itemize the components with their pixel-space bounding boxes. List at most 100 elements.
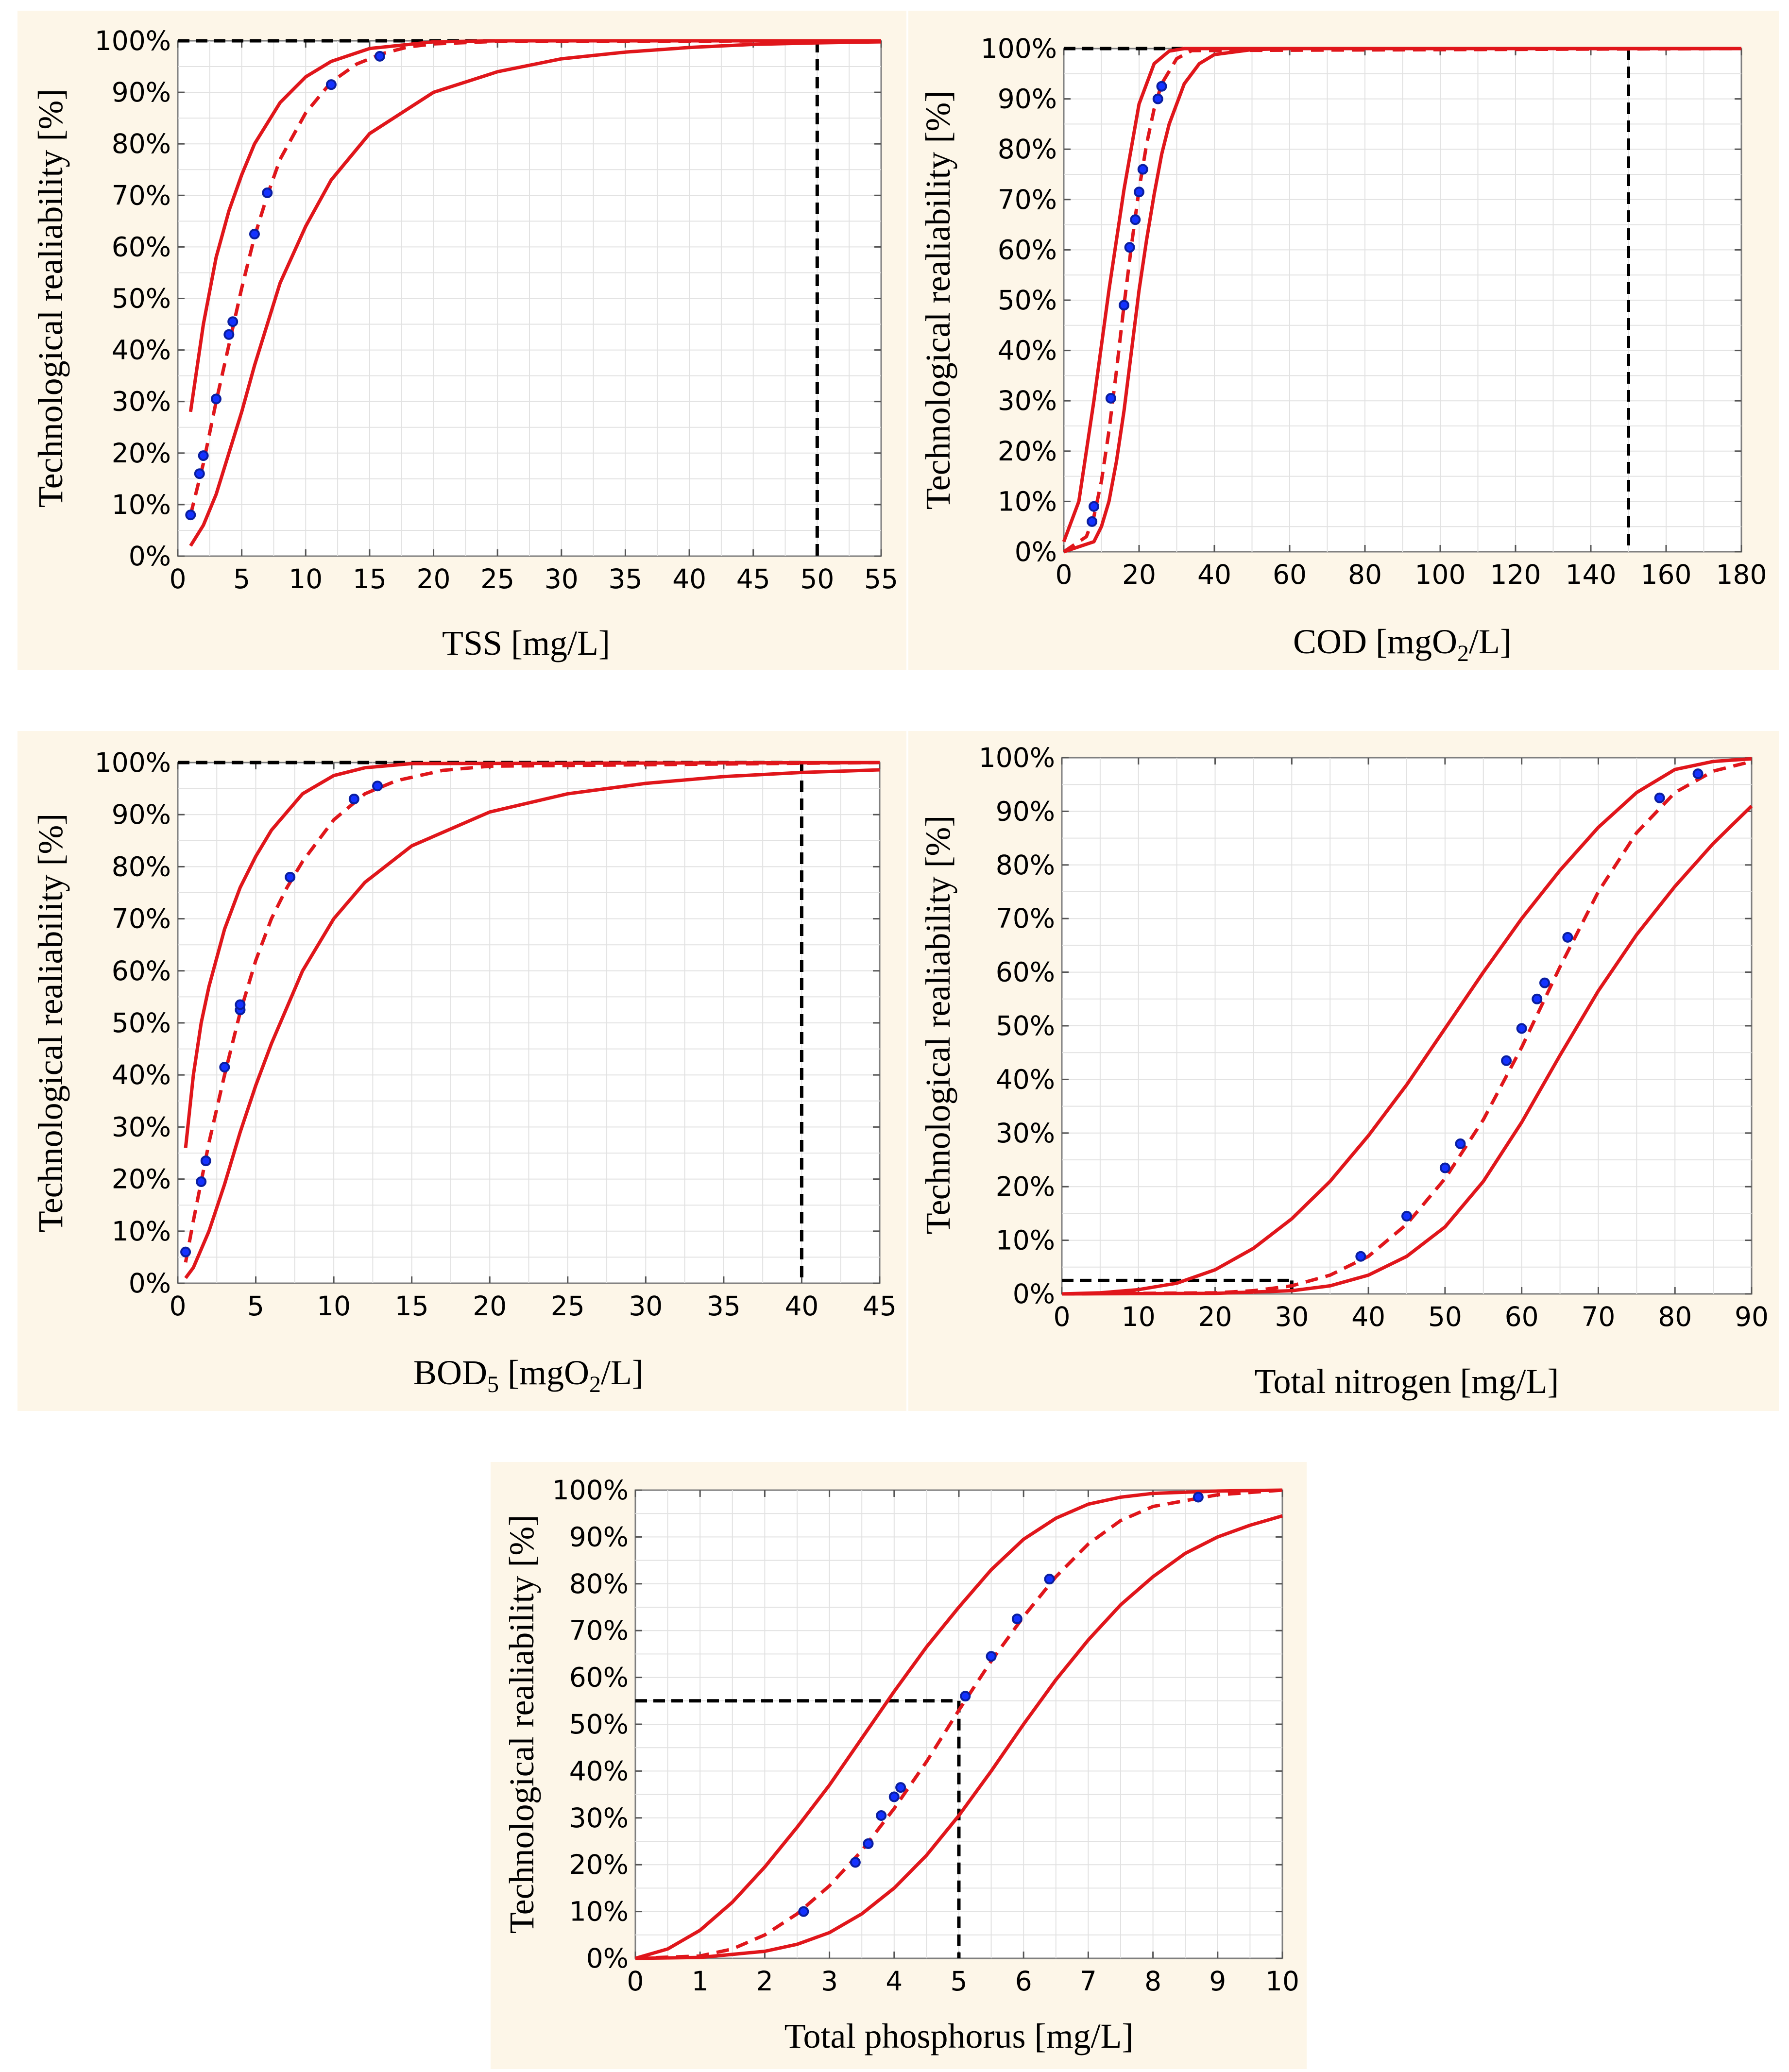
- bod5-y-tick-label: 30%: [112, 1111, 171, 1142]
- tn-x-tick-label: 40: [1351, 1301, 1385, 1332]
- tss-upper-confidence-limit-line: [188, 39, 881, 412]
- bod5-x-label-subscript-2: 2: [589, 1372, 601, 1397]
- cod-y-tick-label: 60%: [998, 234, 1057, 265]
- tss-x-tick-label: 40: [672, 563, 706, 594]
- cod-y-tick-label: 40%: [998, 335, 1057, 366]
- bod5-data-point: [200, 1155, 211, 1167]
- tss-data-point: [325, 79, 337, 90]
- tn-data-point: [1439, 1162, 1450, 1173]
- cod-x-tick-label: 80: [1348, 559, 1382, 590]
- tss-x-axis-label: TSS [mg/L]: [442, 624, 610, 662]
- tn-lower-confidence-limit-line: [1061, 804, 1753, 1296]
- tn-y-tick-label: 60%: [996, 957, 1055, 988]
- tp-y-tick-label: 40%: [569, 1755, 629, 1786]
- tss-data-point: [185, 510, 196, 521]
- tn-data-point: [1539, 977, 1550, 988]
- tp-data-point: [986, 1651, 997, 1662]
- tn-x-tick-label: 0: [1054, 1301, 1071, 1332]
- tp-upper-confidence-limit-line: [635, 1488, 1283, 1960]
- tn-y-tick-label: 40%: [996, 1064, 1055, 1095]
- tss-fitted-distribution-line: [188, 39, 882, 515]
- cod-data-point: [1087, 516, 1098, 527]
- cod-x-tick-label: 140: [1566, 559, 1617, 590]
- tp-y-tick-label: 100%: [552, 1475, 629, 1506]
- tss-x-tick-label: 0: [170, 563, 187, 594]
- tp-data-point: [888, 1791, 900, 1802]
- tp-y-tick-label: 20%: [569, 1849, 629, 1880]
- tss-y-tick-label: 40%: [112, 335, 171, 366]
- tss-data-point: [227, 316, 239, 327]
- bod5-x-tick-label: 0: [170, 1291, 187, 1322]
- tp-y-tick-label: 50%: [569, 1709, 629, 1740]
- tp-data-point: [850, 1857, 861, 1868]
- tss-x-tick-label: 35: [608, 563, 642, 594]
- bod5-y-tick-label: 60%: [112, 955, 171, 986]
- cod-y-tick-label: 80%: [998, 134, 1057, 165]
- cod-data-point: [1156, 81, 1167, 92]
- tn-x-tick-label: 80: [1658, 1301, 1692, 1332]
- tss-y-tick-label: 30%: [112, 386, 171, 417]
- tp-y-tick-label: 30%: [569, 1802, 629, 1834]
- tss-lower-confidence-limit-line: [189, 40, 882, 547]
- tss-data-point: [249, 228, 260, 239]
- tn-y-tick-label: 50%: [996, 1010, 1055, 1041]
- tn-data-point: [1401, 1210, 1412, 1222]
- tp-y-tick-label: 80%: [569, 1568, 629, 1599]
- bod5-y-tick-label: 10%: [112, 1216, 171, 1247]
- tp-data-point: [1193, 1492, 1204, 1503]
- tss-x-tick-label: 5: [233, 563, 250, 594]
- tp-x-tick-label: 1: [692, 1966, 709, 1997]
- tss-x-tick-label: 30: [545, 563, 579, 594]
- tp-y-tick-label: 70%: [569, 1615, 629, 1646]
- tn-data-point: [1355, 1251, 1366, 1262]
- tp-x-tick-label: 5: [951, 1966, 968, 1997]
- bod5-x-tick-label: 5: [247, 1291, 264, 1322]
- cod-x-label-main: COD [mgO: [1293, 622, 1457, 661]
- tn-x-tick-label: 60: [1505, 1301, 1539, 1332]
- tp-data-point: [1044, 1574, 1055, 1585]
- tn-x-tick-label: 20: [1198, 1301, 1232, 1332]
- tn-y-tick-label: 0%: [1013, 1278, 1055, 1309]
- tn-y-tick-label: 20%: [996, 1171, 1055, 1202]
- tp-x-tick-label: 4: [886, 1966, 903, 1997]
- tp-x-tick-label: 9: [1209, 1966, 1226, 1997]
- tn-data-point: [1692, 768, 1704, 780]
- bod5-x-axis-label: BOD5 [mgO2/L]: [413, 1353, 644, 1397]
- bod5-y-axis-label: Technological realiability [%]: [31, 814, 70, 1233]
- tp-x-tick-label: 10: [1265, 1966, 1299, 1997]
- cod-x-tick-label: 100: [1415, 559, 1466, 590]
- tn-fitted-distribution-line: [1061, 760, 1752, 1296]
- bod5-lower-confidence-limit-line: [184, 768, 880, 1279]
- tss-y-axis-label: Technological realiability [%]: [31, 89, 70, 508]
- cod-data-point: [1089, 501, 1099, 512]
- bod5-fitted-distribution-line: [184, 761, 880, 1263]
- total-phosphorus-y-axis-label: Technological realiability [%]: [502, 1515, 541, 1934]
- bod5-y-tick-label: 70%: [112, 903, 171, 934]
- bod5-x-label-tail: /L]: [601, 1353, 644, 1392]
- cod-chart-panel: 0% 10% 20% 30% 40% 50% 60% 70% 80% 90% 100% 0 20 40 60…: [908, 11, 1779, 670]
- bod5-x-label-main: BOD: [413, 1353, 487, 1392]
- tss-x-tick-label: 20: [417, 563, 451, 594]
- cod-x-tick-label: 160: [1641, 559, 1692, 590]
- tss-x-tick-label: 50: [800, 563, 834, 594]
- tp-x-tick-label: 8: [1144, 1966, 1161, 1997]
- tss-x-tick-label: 45: [736, 563, 770, 594]
- tp-y-tick-label: 60%: [569, 1662, 629, 1693]
- tn-y-tick-label: 100%: [979, 742, 1055, 773]
- total-phosphorus-x-axis-label: Total phosphorus [mg/L]: [784, 2017, 1134, 2055]
- tss-y-tick-label: 0%: [129, 541, 171, 572]
- tp-x-tick-label: 3: [821, 1966, 838, 1997]
- bod5-upper-confidence-limit-line: [184, 761, 880, 1148]
- total-nitrogen-x-axis-label: Total nitrogen [mg/L]: [1255, 1362, 1559, 1401]
- cod-x-label-tail: /L]: [1469, 622, 1512, 661]
- cod-data-point: [1134, 187, 1144, 198]
- tss-data-point: [262, 187, 273, 198]
- tss-x-tick-label: 10: [289, 563, 323, 594]
- bod5-data-point: [219, 1062, 230, 1073]
- bod5-x-tick-label: 10: [317, 1291, 351, 1322]
- tp-fitted-distribution-line: [635, 1488, 1283, 1960]
- total-nitrogen-y-axis-label: Technological realiability [%]: [919, 815, 957, 1235]
- bod5-x-tick-label: 40: [784, 1291, 818, 1322]
- bod5-x-label-middle: [mgO: [499, 1353, 589, 1392]
